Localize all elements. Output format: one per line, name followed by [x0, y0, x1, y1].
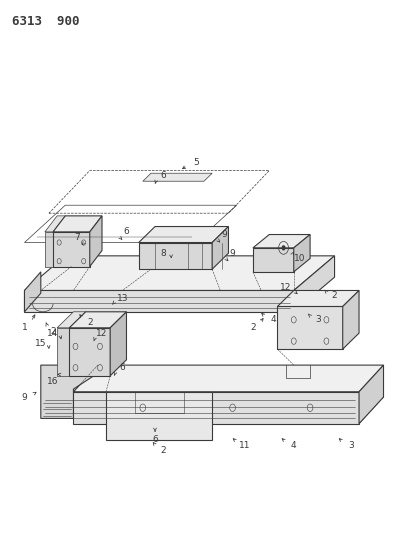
Text: 14: 14	[47, 329, 59, 337]
Polygon shape	[53, 232, 90, 266]
Text: 4: 4	[271, 316, 276, 324]
Polygon shape	[90, 216, 102, 266]
Text: 5: 5	[193, 158, 199, 167]
Text: 9: 9	[22, 393, 27, 401]
Polygon shape	[139, 243, 212, 269]
Text: 2: 2	[332, 292, 337, 300]
Text: 16: 16	[47, 377, 59, 385]
Text: 6: 6	[160, 172, 166, 180]
Circle shape	[282, 245, 286, 251]
Polygon shape	[24, 256, 335, 290]
Polygon shape	[73, 392, 359, 424]
Polygon shape	[24, 290, 294, 312]
Text: 12: 12	[96, 329, 108, 337]
Text: 11: 11	[239, 441, 251, 449]
Text: 15: 15	[35, 340, 47, 348]
Text: 6: 6	[124, 228, 129, 236]
Text: 6313  900: 6313 900	[12, 15, 80, 28]
Polygon shape	[212, 227, 228, 269]
Text: 2: 2	[160, 446, 166, 455]
Polygon shape	[73, 365, 384, 392]
Polygon shape	[69, 312, 126, 328]
Polygon shape	[24, 272, 41, 312]
Text: 13: 13	[117, 294, 128, 303]
Polygon shape	[294, 235, 310, 272]
Text: 10: 10	[294, 254, 306, 263]
Polygon shape	[277, 306, 343, 349]
Text: 8: 8	[160, 249, 166, 257]
Text: 6: 6	[120, 364, 125, 372]
Polygon shape	[143, 173, 212, 181]
Text: 4: 4	[291, 441, 297, 449]
Polygon shape	[359, 365, 384, 424]
Polygon shape	[277, 290, 359, 306]
Text: 1: 1	[22, 324, 27, 332]
Polygon shape	[57, 312, 86, 328]
Polygon shape	[69, 328, 110, 376]
Polygon shape	[106, 392, 212, 440]
Polygon shape	[53, 216, 102, 232]
Text: 9: 9	[230, 249, 235, 257]
Polygon shape	[343, 290, 359, 349]
Text: 7: 7	[75, 233, 80, 241]
Text: 12: 12	[280, 284, 291, 292]
Text: 6: 6	[152, 435, 158, 444]
Polygon shape	[41, 365, 98, 418]
Text: 2: 2	[250, 324, 256, 332]
Polygon shape	[57, 328, 69, 376]
Polygon shape	[45, 232, 53, 266]
Polygon shape	[253, 235, 310, 248]
Text: 2: 2	[50, 327, 56, 336]
Polygon shape	[253, 248, 294, 272]
Polygon shape	[45, 216, 65, 232]
Polygon shape	[110, 312, 126, 376]
Text: 3: 3	[348, 441, 354, 449]
Text: 9: 9	[222, 230, 227, 239]
Text: 3: 3	[315, 316, 321, 324]
Polygon shape	[139, 227, 228, 243]
Polygon shape	[294, 256, 335, 312]
Text: 2: 2	[87, 318, 93, 327]
